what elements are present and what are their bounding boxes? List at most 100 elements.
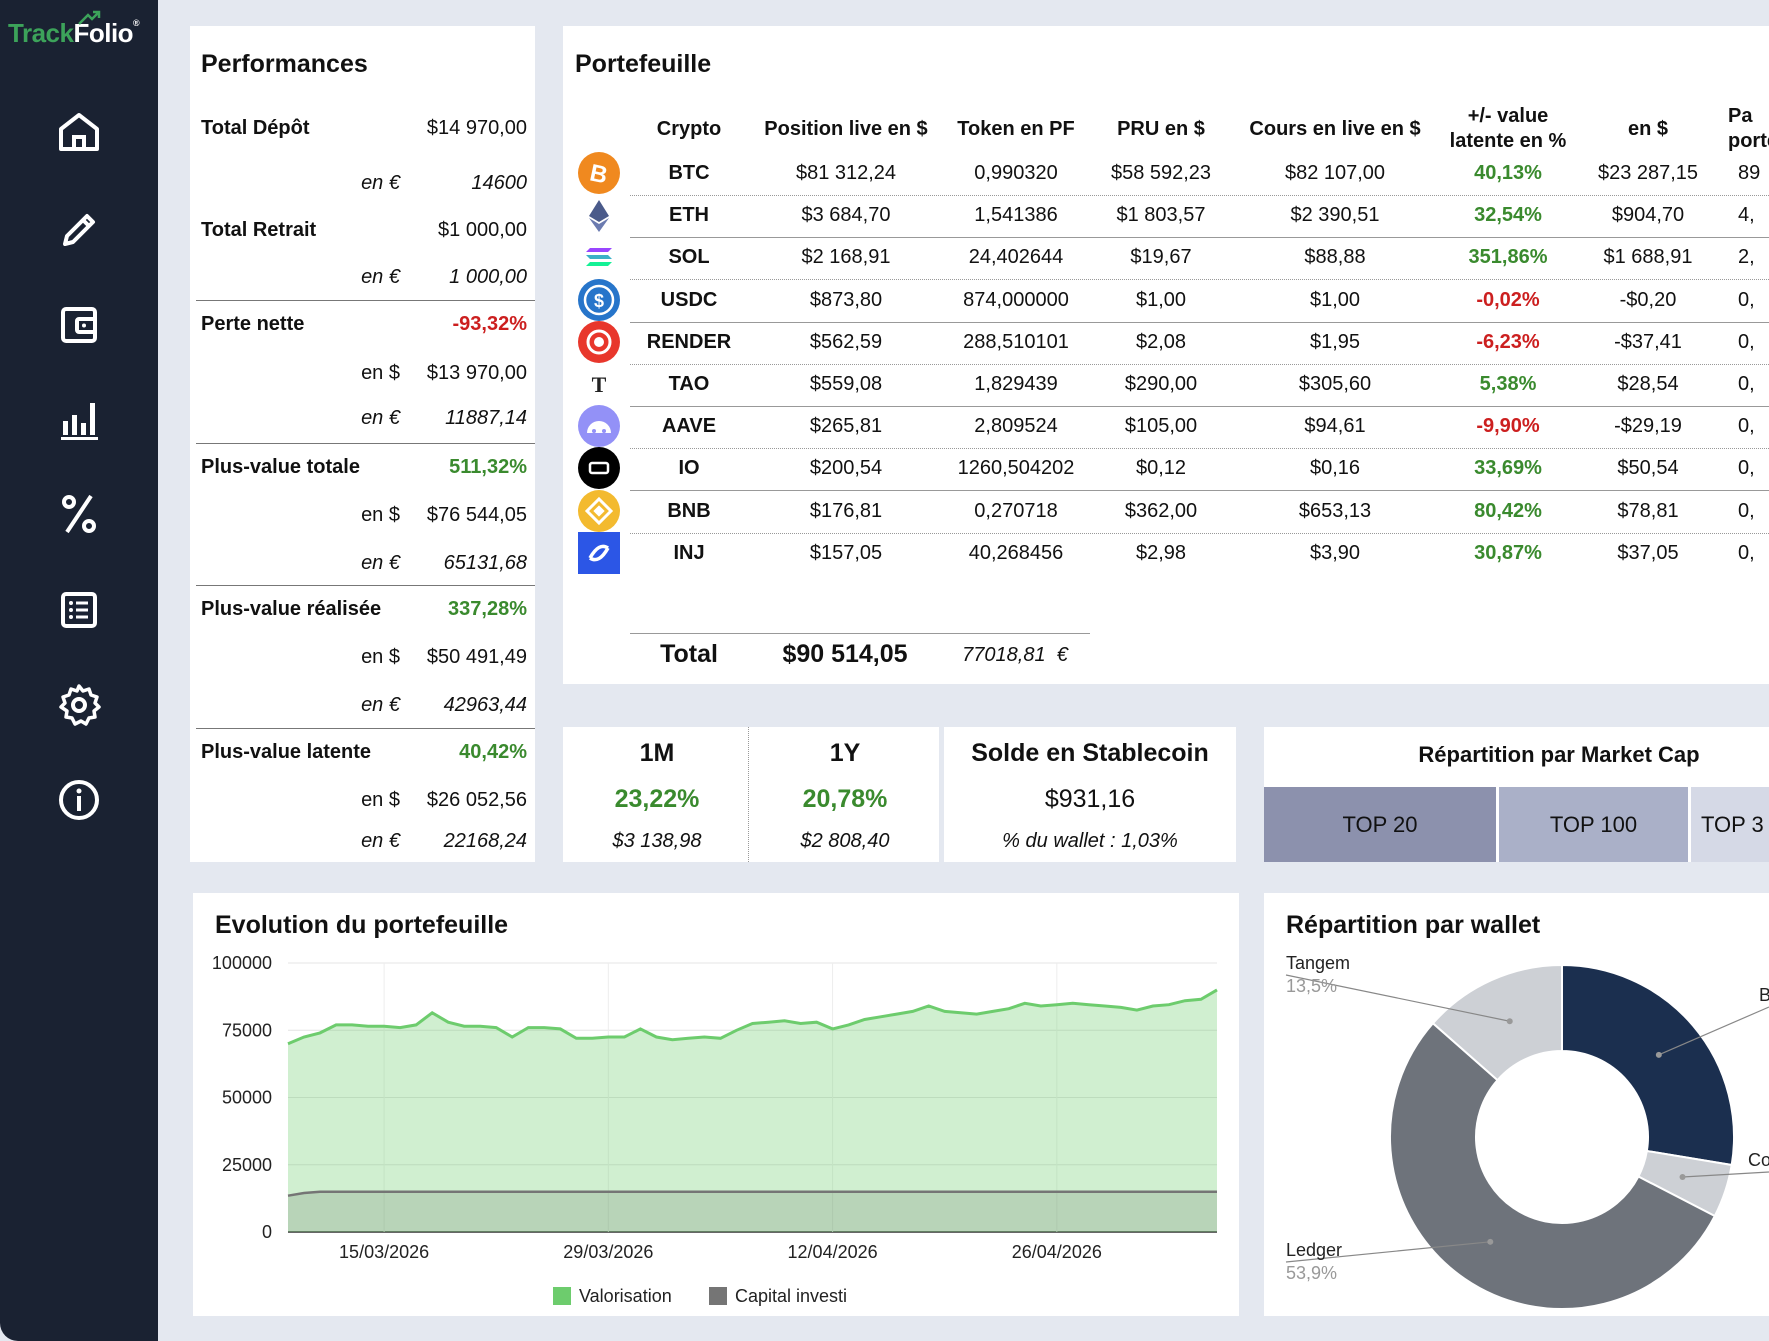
cell-crypto: BTC xyxy=(668,162,710,184)
aave-icon xyxy=(578,405,620,448)
cell-tok: 1,829439 xyxy=(974,373,1058,395)
column-header: en $ xyxy=(1627,118,1669,140)
sol-icon xyxy=(578,236,620,278)
area-valorisation xyxy=(288,989,1217,1232)
cell-part: 4, xyxy=(1738,204,1755,227)
info-icon[interactable] xyxy=(55,776,103,824)
cell-pos: $559,08 xyxy=(809,373,883,395)
pencil-icon[interactable] xyxy=(55,206,103,254)
cell-tok: 1,541386 xyxy=(974,204,1058,227)
cell-pos: $873,80 xyxy=(809,288,883,311)
cell-usd: $50,54 xyxy=(1617,457,1679,480)
row-divider xyxy=(630,279,1769,281)
pie-slice-b[interactable] xyxy=(1561,963,1735,1167)
row-divider xyxy=(630,532,1769,534)
cell-cours: $1,95 xyxy=(1309,330,1361,353)
divider xyxy=(196,300,535,301)
bar-chart-icon[interactable] xyxy=(55,395,103,443)
pie-pct-label: 13,5% xyxy=(1286,976,1337,996)
cell-tok: 0,270718 xyxy=(974,499,1058,522)
wallet-pie-chart: B Co Ledger 53,9% Tangem 13,5% xyxy=(1285,953,1769,1310)
y-tick-label: 25000 xyxy=(222,1155,272,1175)
performances-title: Performances xyxy=(201,50,368,78)
cell-pct: 30,87% xyxy=(1474,541,1542,564)
cell-pru: $1 803,57 xyxy=(1116,204,1206,227)
pie-slice-tangem[interactable] xyxy=(1431,963,1563,1082)
cell-crypto: IO xyxy=(678,457,700,480)
cell-tok: 874,000000 xyxy=(963,288,1069,311)
cell-usd: -$29,19 xyxy=(1614,415,1682,438)
column-header: +/- value latente en % xyxy=(1449,105,1567,152)
leader-line xyxy=(1682,1171,1769,1178)
cell-part: 0, xyxy=(1738,541,1755,564)
cell-cours: $94,61 xyxy=(1304,415,1366,438)
top3-box[interactable]: TOP 3 xyxy=(1691,787,1769,862)
market-cap-title: Répartition par Market Cap xyxy=(1418,742,1700,767)
cell-tok: 1260,504202 xyxy=(957,457,1075,480)
cell-pct: -6,23% xyxy=(1476,330,1540,353)
row-divider xyxy=(630,195,1769,196)
cell-crypto: INJ xyxy=(673,541,705,564)
total-eur: 77018,81 € xyxy=(962,644,1068,666)
total-divider xyxy=(630,633,1090,634)
evolution-card: Evolution du portefeuille 100000 75000 500… xyxy=(193,893,1239,1316)
list-icon[interactable] xyxy=(55,586,103,634)
row-divider xyxy=(630,448,1769,450)
cell-cours: $0,16 xyxy=(1309,457,1361,480)
cell-part: 0, xyxy=(1738,373,1755,395)
cell-pru: $105,00 xyxy=(1124,415,1198,438)
row-divider xyxy=(630,321,1769,323)
evolution-title: Evolution du portefeuille xyxy=(215,911,509,939)
stablecoin-value: $931,16 xyxy=(1044,785,1136,813)
cell-pos: $265,81 xyxy=(809,415,883,438)
bnb-icon xyxy=(578,489,620,532)
percent-icon[interactable] xyxy=(55,490,103,538)
cell-usd: $1 688,91 xyxy=(1603,246,1693,269)
evolution-chart: 100000 75000 50000 25000 0 15/03/2026 29/03/20… xyxy=(212,953,1218,1306)
x-tick-label: 29/03/2026 xyxy=(563,1242,653,1262)
market-cap-card: Répartition par Market Cap TOP 20 TOP 10… xyxy=(1264,727,1769,862)
cell-pru: $2,08 xyxy=(1135,330,1187,353)
cell-pos: $176,81 xyxy=(809,499,883,522)
performances-card: Performances Total Dépôt $14 970,00 en €… xyxy=(190,26,535,862)
cell-usd: -$37,41 xyxy=(1614,330,1682,353)
cell-tok: 24,402644 xyxy=(968,246,1064,269)
portfolio-card: Portefeuille Crypto Position live en $ Tok… xyxy=(563,26,1769,684)
svg-text:B: B xyxy=(587,159,610,189)
pie-slice-ledger[interactable] xyxy=(1389,1021,1717,1310)
column-header: Position live en $ xyxy=(764,118,928,140)
legend-swatch xyxy=(709,1287,727,1305)
legend-swatch xyxy=(553,1287,571,1305)
cell-part: 89 xyxy=(1738,162,1761,184)
gear-icon[interactable] xyxy=(55,681,103,729)
pie-label: Co xyxy=(1748,1150,1769,1170)
total-usd: $90 514,05 xyxy=(782,640,908,668)
svg-text:T: T xyxy=(592,372,607,397)
divider xyxy=(196,585,535,586)
top20-box[interactable]: TOP 20 xyxy=(1264,787,1496,862)
wallet-icon[interactable] xyxy=(55,301,103,349)
cell-cours: $653,13 xyxy=(1298,499,1372,522)
logo: TrackFolio® xyxy=(8,10,140,49)
leader-line xyxy=(1285,974,1510,1022)
stablecoin-card: Solde en Stablecoin $931,16 % du wallet … xyxy=(944,727,1236,862)
cell-crypto: RENDER xyxy=(646,330,732,353)
top100-box[interactable]: TOP 100 xyxy=(1499,787,1688,862)
stablecoin-pct: % du wallet : 1,03% xyxy=(1002,830,1178,852)
column-header: Crypto xyxy=(656,118,722,140)
cell-tok: 2,809524 xyxy=(974,415,1058,438)
divider xyxy=(748,727,749,862)
cell-pct: 80,42% xyxy=(1474,499,1542,522)
line-valorisation xyxy=(287,988,1218,1046)
cell-cours: $82 107,00 xyxy=(1284,162,1386,184)
home-icon[interactable] xyxy=(55,107,103,155)
sidebar: TrackFolio® xyxy=(0,0,158,1341)
column-header: Pa porte xyxy=(1728,105,1769,152)
x-tick-label: 15/03/2026 xyxy=(339,1242,429,1262)
cell-cours: $1,00 xyxy=(1309,288,1361,311)
cell-pru: $362,00 xyxy=(1124,499,1198,522)
cell-part: 0, xyxy=(1738,415,1755,438)
row-divider xyxy=(630,406,1769,407)
row-divider xyxy=(630,363,1769,365)
cell-pru: $0,12 xyxy=(1135,457,1187,480)
